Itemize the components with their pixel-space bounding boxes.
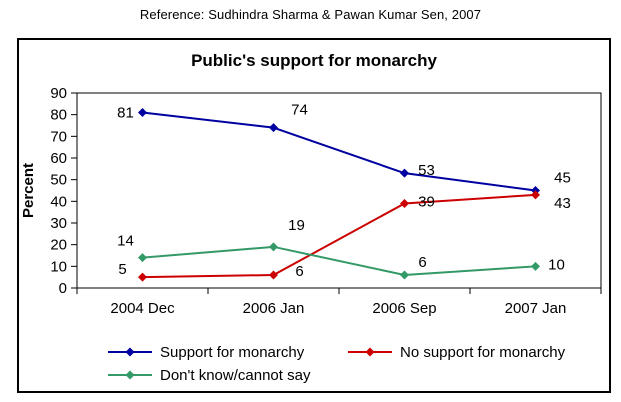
x-tick-label: 2006 Jan — [243, 300, 305, 317]
y-tick-label: 50 — [50, 172, 67, 189]
y-tick-label: 0 — [59, 280, 67, 297]
diamond-marker-icon — [269, 270, 278, 280]
diamond-marker-icon — [138, 108, 147, 117]
data-label: 6 — [418, 254, 426, 271]
diamond-marker-icon — [531, 190, 540, 200]
data-label: 74 — [291, 102, 308, 119]
data-label: 6 — [295, 263, 303, 280]
x-axis: 2004 Dec 2006 Jan 2006 Sep 2007 Jan — [76, 288, 602, 317]
legend-label: Support for monarchy — [160, 343, 305, 361]
y-tick-label: 70 — [50, 128, 67, 145]
series-line — [142, 111, 536, 192]
data-label: 43 — [554, 195, 571, 212]
chart-frame: 0 10 20 30 40 50 60 70 80 90 2004 Dec 2006 Jan 2006 … — [17, 38, 611, 393]
legend-label: Don't know/cannot say — [160, 366, 311, 384]
data-label: 10 — [548, 256, 565, 273]
series-line — [142, 245, 536, 277]
y-tick-label: 90 — [50, 85, 67, 102]
chart-title: Public's support for monarchy — [191, 51, 437, 70]
diamond-marker-icon — [138, 272, 147, 282]
diamond-marker-icon — [269, 123, 278, 133]
diamond-marker-icon — [269, 242, 278, 252]
line-diamond-key-icon — [107, 346, 160, 358]
diamond-marker-icon — [400, 270, 409, 280]
data-label: 39 — [418, 194, 435, 211]
data-label: 45 — [554, 170, 571, 187]
diamond-marker-icon — [400, 199, 409, 208]
series-2: 14 19 6 10 — [117, 217, 565, 280]
y-tick-label: 60 — [50, 150, 67, 167]
legend-item-support-for-monarchy: Support for monarchy — [107, 343, 305, 361]
x-tick-label: 2006 Sep — [372, 300, 436, 317]
data-label: 5 — [118, 261, 126, 278]
diamond-marker-icon — [531, 261, 540, 271]
legend-label: No support for monarchy — [400, 343, 566, 361]
data-label: 53 — [418, 162, 435, 179]
series-1: 5 6 39 43 — [118, 190, 571, 282]
x-tick-label: 2007 Jan — [505, 300, 567, 317]
y-axis: 0 10 20 30 40 50 60 70 80 90 — [50, 85, 77, 297]
data-label: 19 — [288, 217, 305, 234]
plot-area — [76, 92, 602, 289]
legend-item-no-support-for-monarchy: No support for monarchy — [347, 343, 566, 361]
diamond-marker-icon — [138, 253, 147, 263]
y-tick-label: 40 — [50, 193, 67, 210]
plot-svg: 0 10 20 30 40 50 60 70 80 90 2004 Dec 2006 Jan 2006 … — [20, 85, 602, 317]
line-diamond-key-icon — [347, 346, 400, 358]
y-tick-label: 10 — [50, 258, 67, 275]
reference-caption: Reference: Sudhindra Sharma & Pawan Kuma… — [139, 7, 482, 22]
data-label: 14 — [117, 233, 134, 250]
y-tick-label: 80 — [50, 107, 67, 124]
series-0: 81 74 53 45 — [117, 102, 571, 195]
series-line — [142, 193, 536, 279]
legend-item-dont-know-cannot-say: Don't know/cannot say — [107, 366, 311, 384]
y-tick-label: 20 — [50, 237, 67, 254]
line-diamond-key-icon — [107, 369, 160, 381]
y-axis-title: Percent — [20, 163, 37, 218]
y-tick-label: 30 — [50, 215, 67, 232]
diamond-marker-icon — [400, 168, 409, 178]
x-tick-label: 2004 Dec — [110, 300, 175, 317]
data-label: 81 — [117, 105, 134, 122]
